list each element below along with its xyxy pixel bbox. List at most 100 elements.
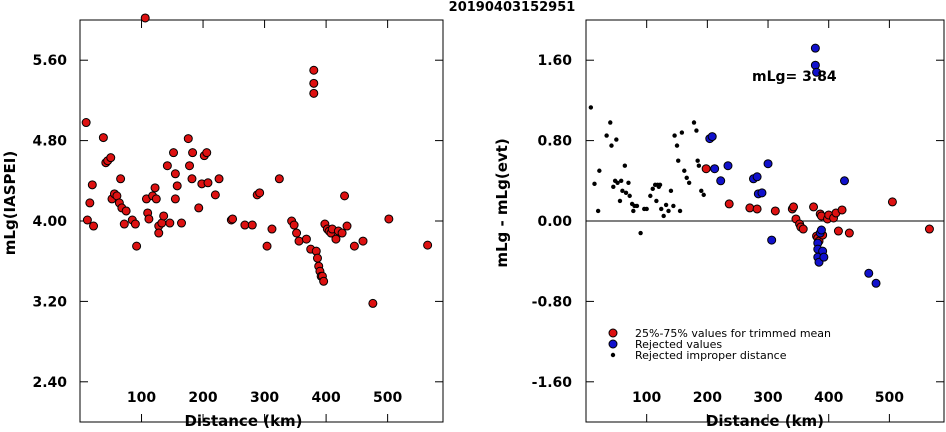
data-point-trimmed: [255, 188, 265, 198]
data-point-trimmed: [384, 214, 394, 224]
mean-magnitude-annotation: mLg= 3.84: [752, 69, 837, 85]
data-point-trimmed: [349, 241, 359, 251]
x-axis-title: Distance (km): [706, 412, 824, 428]
data-point-improper: [648, 193, 653, 199]
legend-label-rejected: Rejected values: [635, 338, 722, 351]
data-point-improper: [699, 188, 704, 194]
data-point-trimmed: [185, 161, 195, 171]
data-point-trimmed: [837, 205, 847, 215]
data-point-improper: [686, 180, 692, 186]
data-point-improper: [615, 180, 620, 186]
data-point-improper: [609, 143, 614, 148]
data-point-trimmed: [154, 228, 164, 238]
data-point-trimmed: [214, 174, 224, 184]
figure-title: 20190403152951: [449, 0, 576, 15]
legend-marker-trimmed: [608, 328, 618, 338]
data-point-improper: [627, 193, 632, 199]
data-point-rejected: [864, 268, 874, 278]
data-point-rejected: [757, 188, 767, 198]
data-point-trimmed: [770, 206, 780, 216]
data-point-trimmed: [924, 224, 934, 234]
data-point-rejected: [707, 132, 717, 142]
legend-label-trimmed: 25%-75% values for trimmed mean: [635, 327, 831, 340]
data-point-improper: [666, 208, 671, 214]
data-point-trimmed: [358, 236, 368, 246]
data-point-trimmed: [301, 234, 311, 244]
data-point-improper: [634, 203, 640, 209]
data-point-improper: [661, 213, 666, 219]
legend-marker-improper: [610, 352, 616, 358]
data-point-trimmed: [312, 253, 322, 263]
data-point-trimmed: [87, 180, 97, 190]
data-point-trimmed: [170, 169, 180, 179]
data-point-trimmed: [701, 164, 711, 174]
y-tick-label: 0.80: [537, 134, 572, 150]
data-point-rejected: [763, 159, 773, 169]
data-point-rejected: [767, 235, 777, 245]
data-point-trimmed: [228, 214, 238, 224]
data-point-trimmed: [267, 224, 277, 234]
data-point-trimmed: [319, 276, 329, 286]
data-point-rejected: [812, 67, 822, 77]
x-tick-label: 500: [373, 390, 402, 406]
data-point-trimmed: [309, 78, 319, 88]
data-point-improper: [691, 120, 697, 125]
data-point-improper: [622, 163, 628, 168]
data-point-improper: [618, 178, 624, 183]
data-point-improper: [644, 206, 649, 212]
data-point-trimmed: [331, 234, 341, 244]
data-point-trimmed: [177, 218, 187, 228]
y-tick-label: 0.00: [537, 214, 572, 230]
data-point-improper: [679, 130, 685, 135]
data-point-trimmed: [187, 174, 197, 184]
data-point-improper: [650, 186, 655, 192]
series-improper: [588, 105, 706, 236]
data-point-trimmed: [423, 240, 433, 250]
x-axis-title: Distance (km): [184, 412, 302, 428]
data-point-trimmed: [309, 65, 319, 75]
data-point-improper: [631, 208, 636, 214]
data-point-trimmed: [240, 220, 250, 230]
data-point-trimmed: [210, 190, 220, 200]
data-point-trimmed: [833, 226, 843, 236]
data-point-improper: [617, 198, 623, 204]
y-tick-label: 2.40: [32, 375, 67, 391]
series-rejected: [705, 43, 881, 288]
scatter-panel-2: 100 200 300 400 500 -1.60 -0.80 0.00 0.80 1.60 Dis…: [493, 19, 945, 430]
y-tick-label: 4.00: [32, 214, 67, 230]
scatter-panel-1: 100 200 300 400 500 2.40 3.20 4.00 4.80 5.60 Dista…: [1, 13, 444, 430]
data-point-trimmed: [130, 219, 140, 229]
data-point-trimmed: [170, 194, 180, 204]
data-point-trimmed: [887, 197, 897, 207]
data-point-trimmed: [368, 298, 378, 308]
data-point-trimmed: [89, 221, 99, 231]
data-point-rejected: [716, 176, 726, 186]
legend-label-improper: Rejected improper distance: [635, 349, 787, 362]
data-point-trimmed: [294, 236, 304, 246]
data-point-trimmed: [292, 228, 302, 238]
x-tick-label: 400: [814, 390, 843, 406]
data-point-trimmed: [203, 178, 213, 188]
data-point-trimmed: [159, 211, 169, 221]
data-point-improper: [684, 175, 689, 180]
data-point-trimmed: [342, 221, 352, 231]
data-point-improper: [614, 137, 619, 142]
data-point-trimmed: [165, 218, 175, 228]
y-tick-label: 4.80: [32, 134, 67, 150]
data-point-trimmed: [144, 214, 154, 224]
data-point-trimmed: [172, 181, 182, 191]
data-point-improper: [695, 158, 700, 163]
data-point-improper: [682, 168, 687, 173]
data-point-trimmed: [82, 215, 92, 225]
data-point-improper: [668, 188, 674, 194]
x-tick-label: 400: [311, 390, 340, 406]
data-point-improper: [701, 192, 706, 198]
data-point-rejected: [710, 164, 720, 174]
data-point-trimmed: [844, 228, 854, 238]
y-axis-title: mLg(IASPEI): [1, 151, 19, 255]
data-point-trimmed: [85, 198, 95, 208]
data-point-improper: [638, 230, 643, 236]
data-point-improper: [674, 143, 680, 148]
y-axis-title: mLg - mLg(evt): [493, 138, 511, 267]
